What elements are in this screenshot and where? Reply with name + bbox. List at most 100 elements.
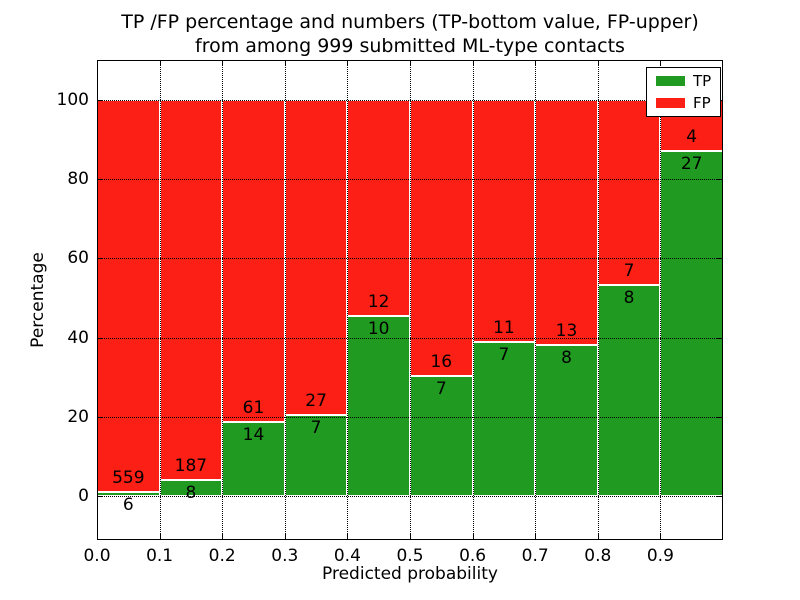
bar-segment-tp-6	[472, 342, 536, 497]
y-tick-left	[97, 337, 103, 339]
y-tick-left	[97, 258, 103, 260]
x-gridline-0.4	[347, 60, 349, 540]
bar-segment-fp-2	[222, 99, 285, 423]
x-tick-bottom	[472, 534, 474, 540]
chart-title-line2: from among 999 submitted ML-type contact…	[195, 35, 625, 57]
x-tick-label-0.2: 0.2	[208, 546, 236, 566]
y-tick-label-40: 40	[67, 327, 89, 348]
legend-label-tp: TP	[693, 72, 712, 90]
tp-count-label-6: 7	[498, 345, 510, 366]
tp-count-label-5: 7	[435, 378, 447, 399]
y-tick-label-100: 100	[56, 89, 89, 110]
y-tick-left	[97, 417, 103, 419]
x-tick-top	[97, 60, 98, 66]
x-tick-bottom	[535, 534, 537, 540]
y-tick-label-0: 0	[78, 486, 89, 507]
x-tick-top	[597, 60, 599, 66]
y-tick-right	[717, 179, 723, 180]
x-tick-top	[347, 60, 349, 66]
y-tick-right	[717, 417, 723, 419]
tp-color-swatch	[656, 76, 685, 86]
y-tick-left	[97, 179, 103, 180]
tp-count-label-3: 7	[310, 417, 322, 438]
x-tick-label-0.7: 0.7	[521, 546, 549, 566]
x-tick-bottom	[222, 534, 224, 540]
fp-count-label-5: 16	[430, 351, 453, 372]
bar-segment-fp-7	[535, 99, 598, 346]
fp-count-label-1: 187	[174, 456, 208, 477]
x-axis-label: Predicted probability	[322, 564, 498, 584]
fp-count-label-8: 7	[623, 260, 635, 281]
y-tick-right	[717, 337, 723, 339]
tp-count-label-4: 10	[367, 319, 390, 340]
legend-item-tp: TP	[656, 72, 712, 90]
legend-item-fp: FP	[656, 94, 711, 112]
bar-segment-tp-4	[347, 316, 410, 497]
fp-count-label-4: 12	[367, 292, 390, 313]
x-tick-bottom	[347, 534, 349, 540]
fp-count-label-9: 4	[686, 126, 698, 147]
bar-segment-fp-6	[472, 99, 536, 343]
tp-count-label-7: 8	[561, 348, 572, 369]
x-tick-label-0.1: 0.1	[146, 546, 174, 566]
tp-count-label-0: 6	[122, 495, 134, 516]
x-tick-label-0.4: 0.4	[333, 546, 361, 566]
tp-count-label-1: 8	[185, 483, 197, 504]
bar-segment-fp-3	[284, 99, 348, 415]
bar-segment-fp-4	[347, 99, 410, 317]
legend-label-fp: FP	[693, 94, 711, 112]
x-gridline-0.2	[222, 60, 224, 540]
x-tick-bottom	[410, 534, 411, 540]
x-gridline-0.9	[660, 60, 662, 540]
x-tick-top	[284, 60, 286, 66]
x-tick-label-0.0: 0.0	[83, 546, 111, 566]
y-tick-right	[717, 496, 723, 498]
fp-count-label-7: 13	[555, 321, 578, 342]
x-gridline-0.3	[284, 60, 286, 540]
x-tick-bottom	[97, 534, 98, 540]
x-tick-top	[222, 60, 224, 66]
bar-segment-tp-2	[222, 422, 285, 497]
bar-segment-fp-5	[410, 99, 473, 376]
y-tick-right	[717, 258, 723, 260]
fp-count-label-2: 61	[242, 398, 265, 419]
bar-segment-fp-0	[97, 99, 160, 493]
x-tick-label-0.8: 0.8	[584, 546, 612, 566]
chart-title: TP /FP percentage and numbers (TP-bottom…	[97, 10, 723, 58]
x-tick-top	[472, 60, 474, 66]
tp-count-label-2: 14	[242, 425, 265, 446]
y-tick-left	[97, 496, 103, 498]
x-tick-bottom	[159, 534, 161, 540]
x-tick-top	[410, 60, 411, 66]
fp-color-swatch	[656, 98, 685, 108]
x-tick-label-0.9: 0.9	[646, 546, 674, 566]
x-tick-bottom	[597, 534, 599, 540]
x-gridline-0.7	[535, 60, 537, 540]
bar-segment-tp-8	[597, 284, 661, 497]
x-tick-top	[660, 60, 662, 66]
fp-count-label-0: 559	[112, 468, 145, 489]
x-gridline-0.1	[159, 60, 161, 540]
chart-title-line1: TP /FP percentage and numbers (TP-bottom…	[121, 11, 699, 33]
fp-count-label-3: 27	[305, 390, 327, 411]
bar-segment-fp-1	[159, 99, 223, 481]
y-tick-label-60: 60	[67, 248, 89, 269]
x-gridline-0.5	[410, 60, 411, 540]
y-tick-left	[97, 99, 103, 101]
tp-count-label-8: 8	[623, 287, 635, 308]
x-gridline-0.8	[597, 60, 599, 540]
x-tick-label-0.3: 0.3	[271, 546, 299, 566]
x-gridline-0.6	[472, 60, 474, 540]
bar-segment-tp-9	[660, 150, 723, 497]
y-tick-label-80: 80	[67, 169, 89, 189]
x-tick-bottom	[660, 534, 662, 540]
y-tick-label-20: 20	[67, 407, 89, 428]
x-tick-top	[535, 60, 537, 66]
x-tick-bottom	[284, 534, 286, 540]
fp-count-label-6: 11	[493, 318, 515, 339]
x-tick-label-0.5: 0.5	[396, 546, 424, 566]
bar-segment-fp-8	[597, 99, 661, 285]
x-tick-top	[159, 60, 161, 66]
x-tick-label-0.6: 0.6	[459, 546, 487, 566]
